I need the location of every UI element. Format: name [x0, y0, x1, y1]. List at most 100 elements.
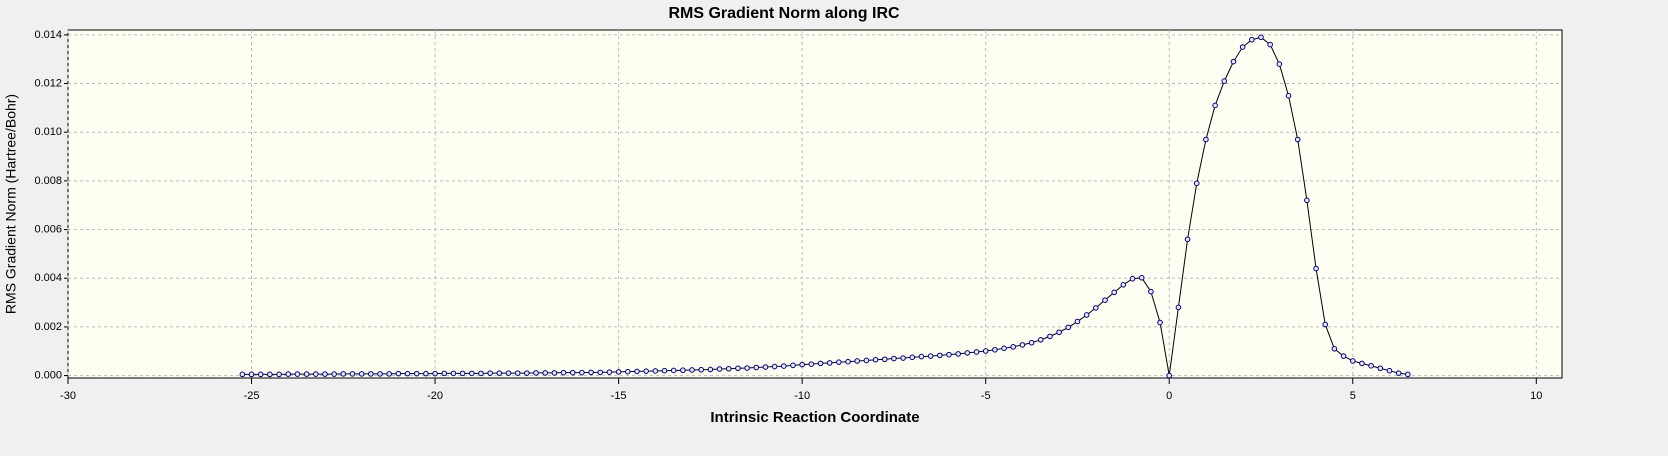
data-point [423, 370, 429, 377]
data-point [955, 351, 961, 357]
data-point [496, 370, 503, 376]
data-point [1230, 58, 1237, 65]
data-point [1083, 312, 1090, 318]
data-point [1056, 329, 1062, 336]
data-point [1349, 358, 1356, 364]
data-point [808, 361, 815, 367]
data-point [1138, 274, 1145, 281]
data-point [560, 369, 567, 376]
data-point [652, 368, 659, 374]
data-point [514, 370, 521, 376]
data-point [404, 370, 411, 377]
data-point [1065, 324, 1072, 331]
data-point [799, 361, 805, 368]
data-point [468, 370, 475, 377]
data-point [377, 371, 383, 377]
data-point [854, 358, 861, 364]
data-point [294, 371, 301, 377]
data-point [432, 370, 438, 377]
data-point [661, 367, 668, 374]
chart-title: RMS Gradient Norm along IRC [668, 5, 900, 22]
data-point [267, 371, 273, 378]
data-point [927, 353, 934, 359]
data-point [909, 354, 916, 361]
data-point [1405, 371, 1411, 378]
data-point [698, 366, 705, 373]
data-point [1368, 363, 1374, 369]
data-point [1157, 319, 1163, 326]
data-point [358, 371, 365, 377]
data-point [1001, 345, 1007, 352]
data-point [569, 369, 576, 376]
data-point [1322, 321, 1329, 328]
data-point [386, 371, 392, 377]
data-point [331, 371, 337, 377]
data-point [478, 370, 484, 377]
data-point [964, 350, 971, 356]
x-tick-label: -5 [981, 390, 991, 402]
data-point [1166, 372, 1173, 379]
data-point [992, 346, 998, 353]
data-point [487, 370, 493, 376]
x-tick-label: 10 [1530, 390, 1542, 402]
x-tick-label: 0 [1166, 390, 1172, 402]
data-point [1129, 275, 1136, 282]
y-tick-label: 0.006 [34, 223, 62, 235]
data-point [1276, 61, 1283, 67]
data-point [735, 365, 741, 372]
data-point [542, 370, 548, 376]
data-point [753, 364, 760, 371]
data-point [524, 370, 530, 376]
data-point [597, 369, 604, 376]
data-point [1203, 136, 1209, 143]
data-point [1258, 34, 1264, 41]
data-point [1221, 78, 1228, 84]
plot-area [67, 29, 1563, 379]
data-point [689, 367, 695, 373]
data-point [1340, 353, 1347, 359]
data-point [579, 369, 585, 376]
data-point [845, 358, 851, 365]
data-point [349, 371, 356, 377]
data-point [836, 359, 842, 365]
data-point [634, 368, 640, 375]
y-tick-label: 0.010 [34, 126, 62, 138]
data-point [716, 366, 723, 372]
data-point [1294, 136, 1301, 143]
data-point [239, 371, 246, 378]
data-point [1148, 288, 1154, 295]
data-point [725, 365, 732, 372]
data-point [1359, 360, 1365, 367]
data-point [1111, 289, 1117, 296]
data-point [872, 356, 879, 363]
x-tick-label: 5 [1350, 390, 1356, 402]
data-point [1285, 92, 1292, 99]
data-point [588, 369, 594, 376]
x-tick-label: -30 [60, 390, 76, 402]
data-point [946, 351, 952, 358]
data-point [450, 370, 457, 377]
data-point [1093, 305, 1099, 311]
data-point [891, 355, 897, 362]
x-tick-label: -25 [244, 390, 260, 402]
data-point [771, 363, 778, 370]
data-point [1074, 318, 1081, 325]
data-point [340, 371, 347, 377]
x-tick-label: -20 [427, 390, 443, 402]
data-point [1249, 36, 1255, 43]
data-point [707, 366, 714, 373]
data-point [248, 371, 255, 378]
data-point [918, 353, 925, 360]
data-point [1395, 370, 1402, 376]
data-point [441, 370, 448, 377]
data-point [395, 370, 402, 377]
y-tick-label: 0.014 [34, 29, 62, 41]
data-point [900, 355, 906, 361]
data-point [606, 369, 613, 375]
data-point [285, 371, 292, 377]
data-point [1212, 102, 1218, 109]
data-point [762, 364, 769, 370]
data-point [937, 352, 943, 359]
data-point [257, 371, 264, 378]
